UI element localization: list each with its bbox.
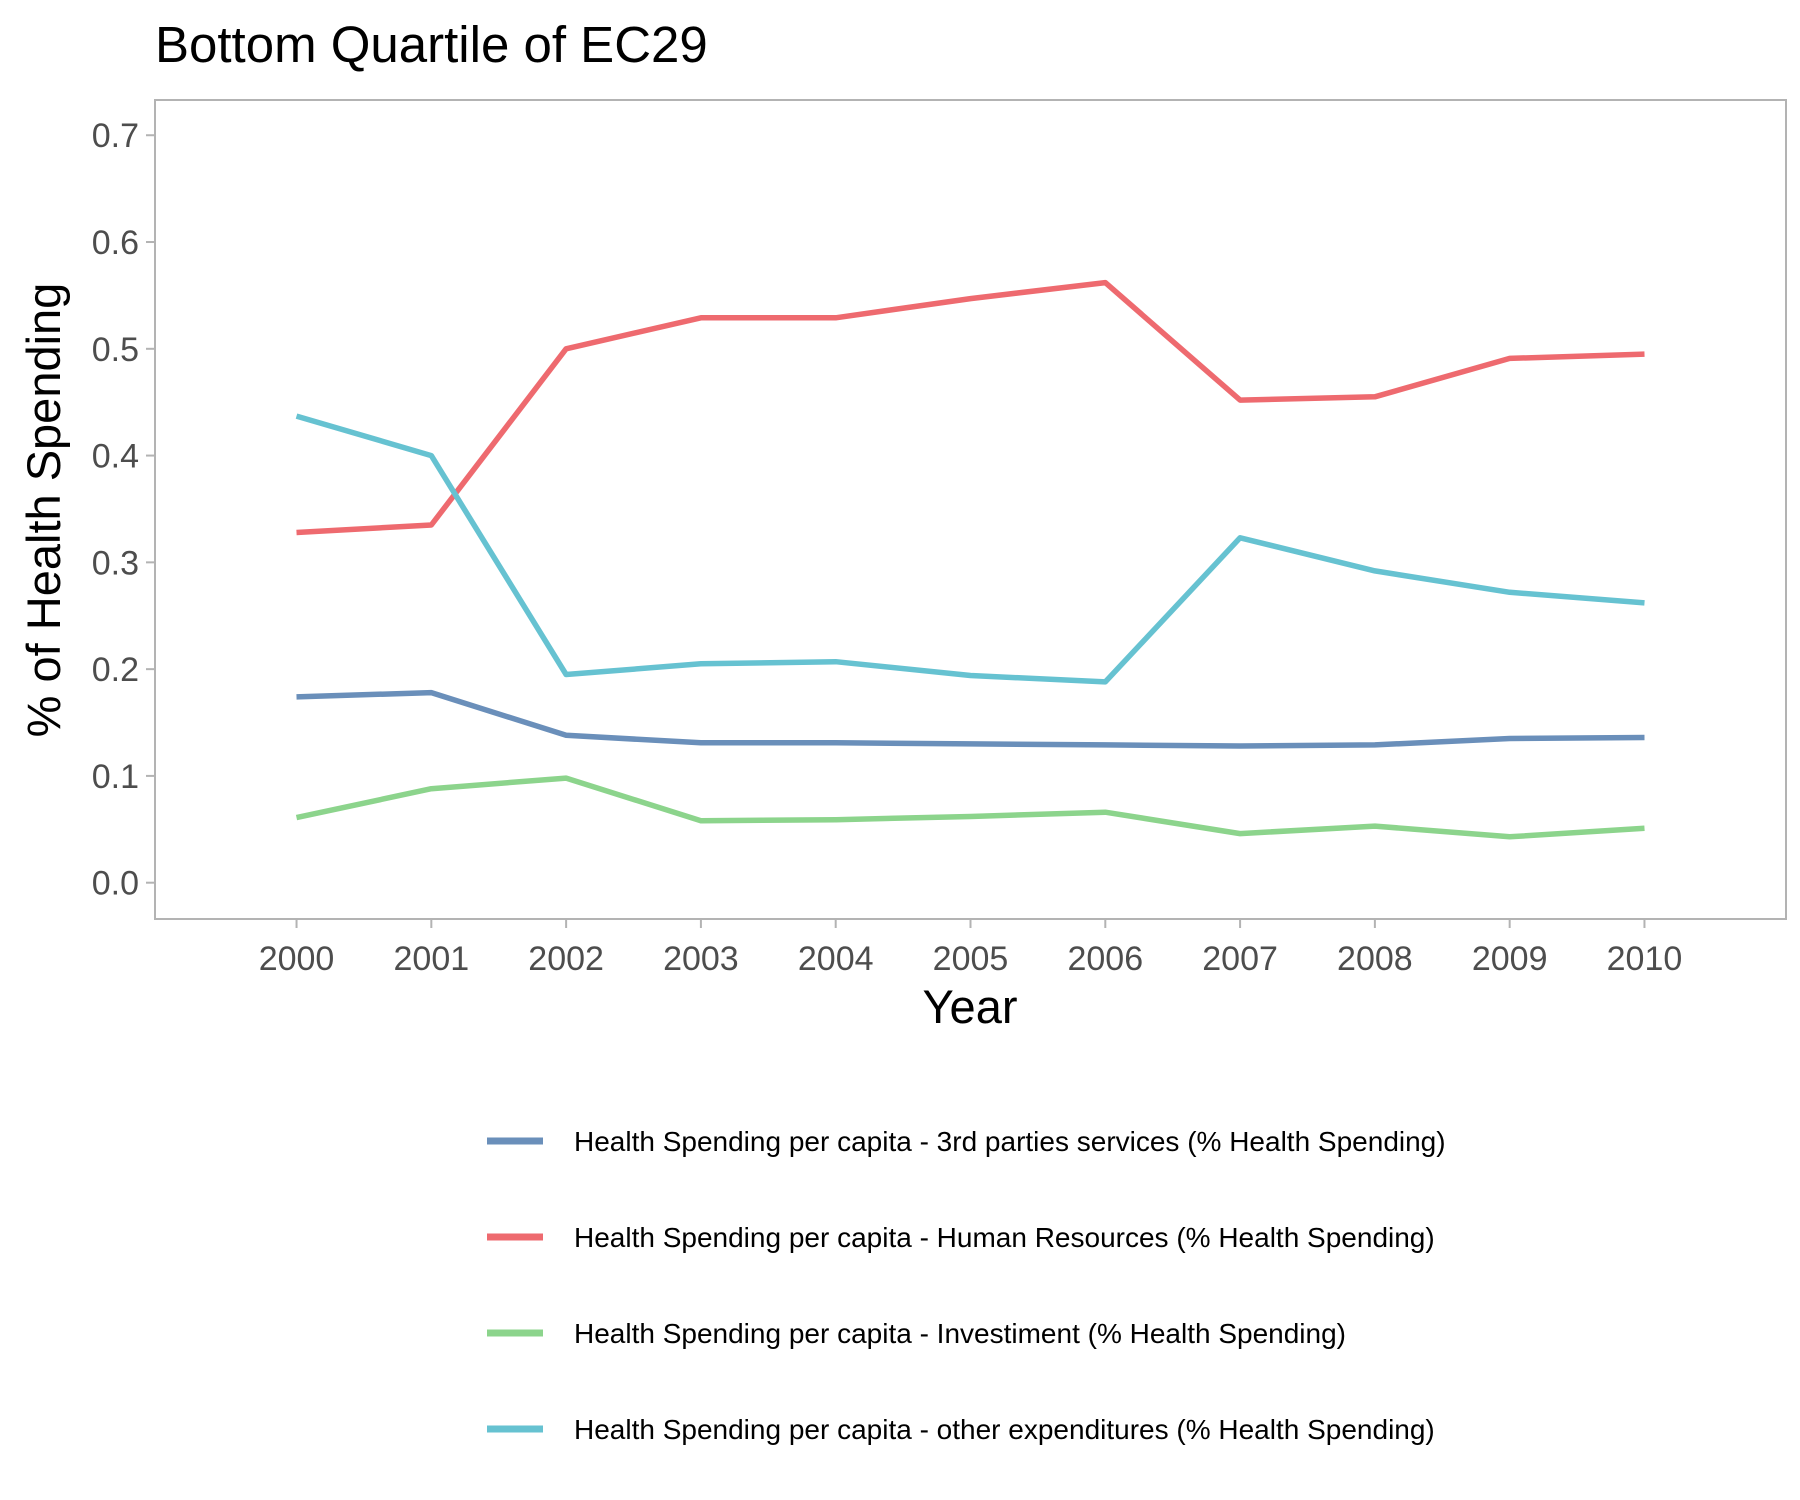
y-tick-label: 0.3 [92,544,139,582]
legend-label: Health Spending per capita - other expen… [574,1414,1435,1445]
x-tick-label: 2004 [798,940,874,978]
legend: Health Spending per capita - 3rd parties… [487,1126,1446,1445]
series-line-2 [296,279,1645,536]
legend-label: Health Spending per capita - 3rd parties… [574,1126,1446,1157]
y-tick-label: 0.7 [92,117,139,155]
legend-item: Health Spending per capita - other expen… [487,1414,1435,1445]
legend-label: Health Spending per capita - Human Resou… [574,1222,1435,1253]
series-line-3 [295,775,1645,840]
y-tick-label: 0.2 [92,651,139,689]
y-tick-label: 0.0 [92,865,139,903]
x-tick-label: 2008 [1337,940,1413,978]
series-lines [295,279,1645,840]
legend-item: Health Spending per capita - Human Resou… [487,1222,1435,1253]
y-tick-label: 0.4 [92,438,139,476]
x-tick-label: 2003 [663,940,739,978]
x-tick-label: 2005 [933,940,1009,978]
y-tick-label: 0.6 [92,224,139,262]
legend-item: Health Spending per capita - 3rd parties… [487,1126,1446,1157]
x-tick-label: 2009 [1472,940,1548,978]
y-tick-label: 0.1 [92,758,139,796]
y-tick-label: 0.5 [92,331,139,369]
x-tick-label: 2007 [1202,940,1278,978]
x-tick-label: 2001 [394,940,470,978]
x-axis-title: Year [923,980,1018,1033]
chart-title: Bottom Quartile of EC29 [155,16,708,73]
series-line-4 [295,413,1645,685]
x-axis: 2000 2001 2002 2003 2004 2005 2006 2007 2008 2009… [259,919,1683,978]
x-tick-label: 2002 [528,940,604,978]
legend-label: Health Spending per capita - Investiment… [574,1318,1346,1349]
x-tick-label: 2000 [259,940,335,978]
y-axis-title: % of Health Spending [17,283,70,738]
legend-item: Health Spending per capita - Investiment… [487,1318,1346,1349]
y-axis: 0.0 0.1 0.2 0.3 0.4 0.5 0.6 0.7 [92,117,155,903]
x-tick-label: 2010 [1607,940,1683,978]
x-tick-label: 2006 [1067,940,1143,978]
series-line-1 [296,689,1645,749]
